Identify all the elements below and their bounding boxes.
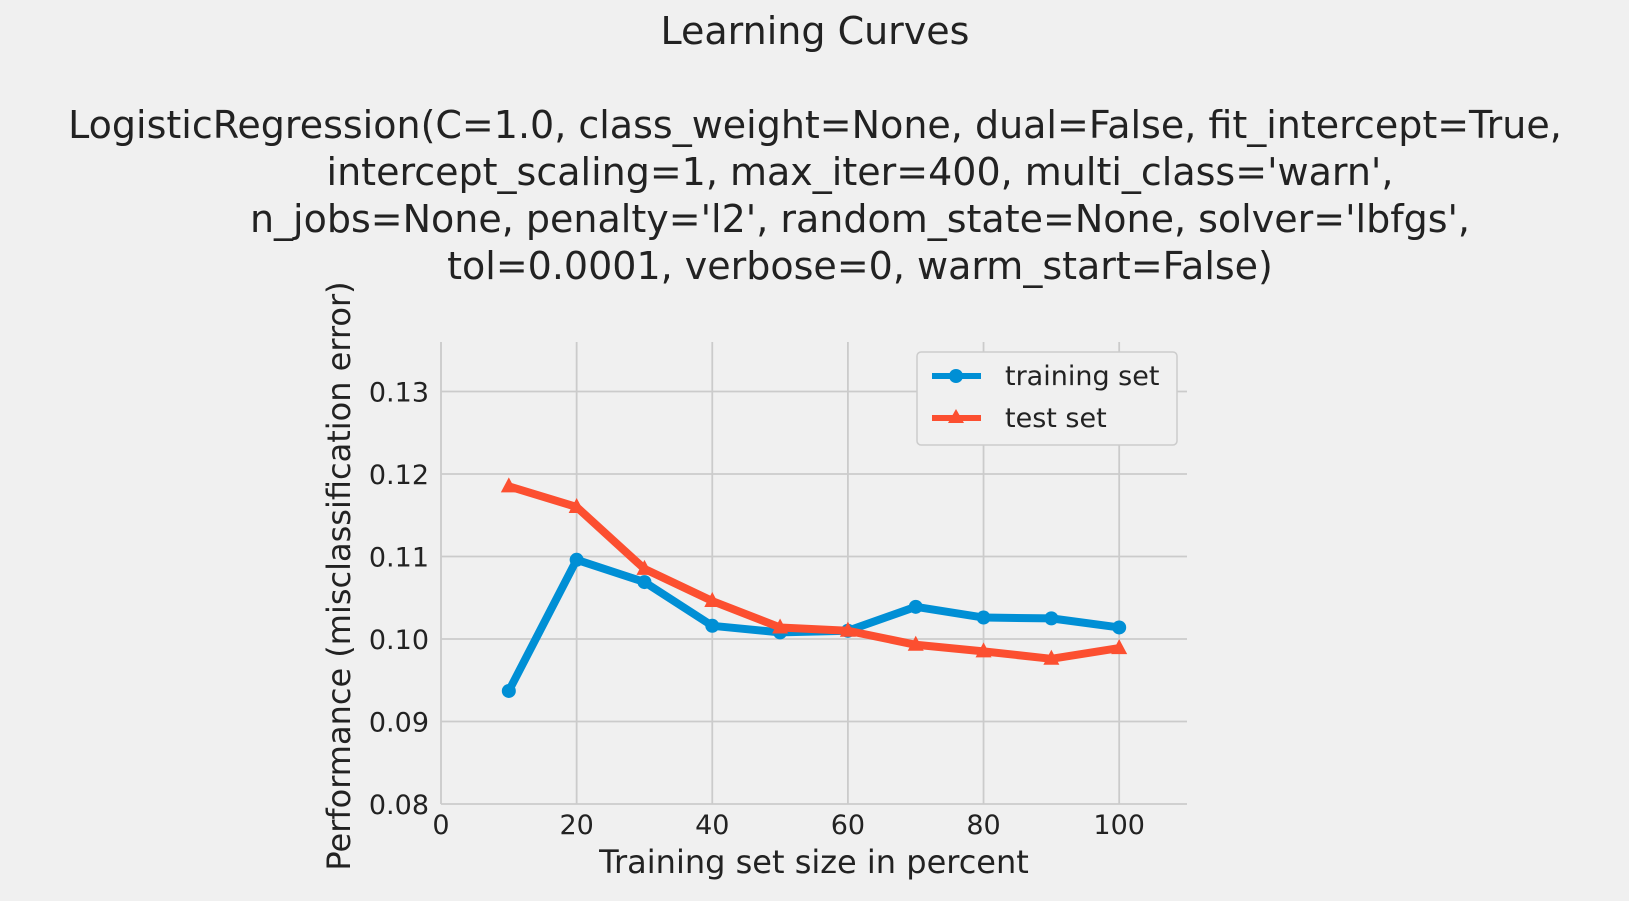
- data-point-test-set: [1043, 649, 1060, 665]
- data-point-test-set: [568, 498, 585, 513]
- y-tick-label: 0.09: [369, 708, 429, 739]
- data-point-test-set: [636, 559, 653, 575]
- chart-subtitle-line-2: intercept_scaling=1, max_iter=400, multi…: [327, 150, 1394, 194]
- data-point-training-set: [637, 575, 652, 590]
- legend-label-test-set: test set: [1005, 403, 1107, 434]
- legend-frame: [916, 351, 1178, 446]
- chart-subtitle-line-3: n_jobs=None, penalty='l2', random_state=…: [250, 197, 1470, 241]
- y-tick-label: 0.10: [369, 625, 429, 656]
- chart-subtitle-line-4: tol=0.0001, verbose=0, warm_start=False): [447, 244, 1273, 288]
- chart-title: Learning Curves: [661, 9, 970, 53]
- data-point-test-set: [704, 592, 721, 608]
- x-tick-label: 60: [831, 810, 865, 841]
- x-axis-label: Training set size in percent: [598, 843, 1029, 881]
- data-point-training-set: [976, 610, 991, 625]
- chart-subtitle-line-1: LogisticRegression(C=1.0, class_weight=N…: [68, 103, 1562, 147]
- legend-marker-training-set: [949, 369, 963, 383]
- y-tick-label: 0.12: [369, 460, 429, 491]
- legend-label-training-set: training set: [1005, 361, 1159, 392]
- x-tick-label: 20: [559, 810, 593, 841]
- tick-labels: 0 20 40 60 80 100 0.08 0.09 0.10 0.11 0.12 0.13: [369, 378, 1145, 842]
- x-tick-label: 80: [966, 810, 1000, 841]
- plot-area: [500, 477, 1128, 698]
- data-point-training-set: [569, 552, 584, 567]
- y-axis-label: Performance (misclassification error): [320, 281, 358, 870]
- legend: training set test set: [916, 351, 1178, 446]
- data-point-test-set: [907, 635, 924, 651]
- data-point-test-set: [839, 621, 856, 637]
- data-point-training-set: [501, 683, 516, 698]
- x-tick-label: 100: [1093, 810, 1145, 841]
- data-point-test-set: [500, 477, 517, 493]
- y-tick-label: 0.08: [369, 790, 429, 821]
- x-tick-label: 40: [695, 810, 729, 841]
- data-point-test-set: [975, 642, 992, 658]
- data-point-training-set: [705, 618, 720, 633]
- x-tick-label: 0: [432, 810, 449, 841]
- legend-marker-test-set: [948, 409, 964, 423]
- data-point-test-set: [772, 618, 789, 634]
- data-point-training-set: [908, 599, 923, 614]
- y-tick-label: 0.11: [369, 543, 429, 574]
- y-tick-label: 0.13: [369, 378, 429, 409]
- series-line-test-set: [504, 482, 1124, 663]
- data-point-training-set: [1044, 611, 1059, 626]
- data-point-training-set: [1112, 620, 1127, 635]
- data-point-test-set: [1111, 639, 1128, 655]
